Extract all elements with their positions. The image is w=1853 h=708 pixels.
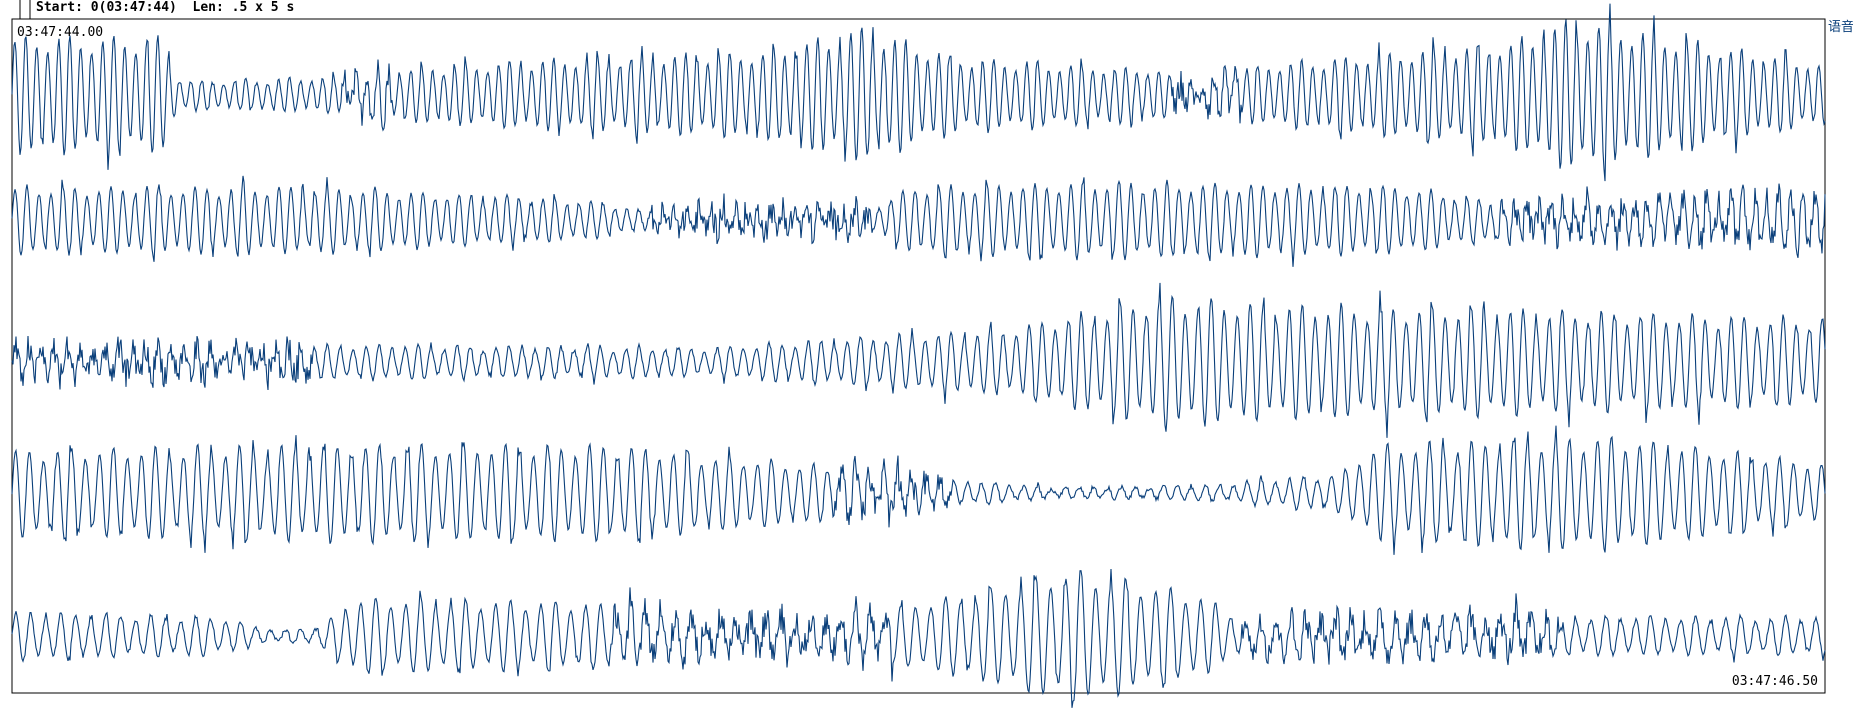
waveform: [11, 3, 1826, 182]
channel-label: 语音: [1828, 19, 1853, 35]
start-timestamp: 03:47:44.00: [17, 25, 103, 40]
end-timestamp: 03:47:46.50: [1732, 674, 1818, 689]
start-length-label: Start: 0(03:47:44) Len: .5 x 5 s: [36, 0, 294, 15]
waveform: [11, 425, 1826, 555]
waveform: [11, 282, 1826, 438]
waveform: [11, 568, 1826, 708]
waveform-rows: [11, 3, 1826, 708]
waveform: [11, 175, 1826, 267]
plot-frame: [11, 18, 1826, 694]
